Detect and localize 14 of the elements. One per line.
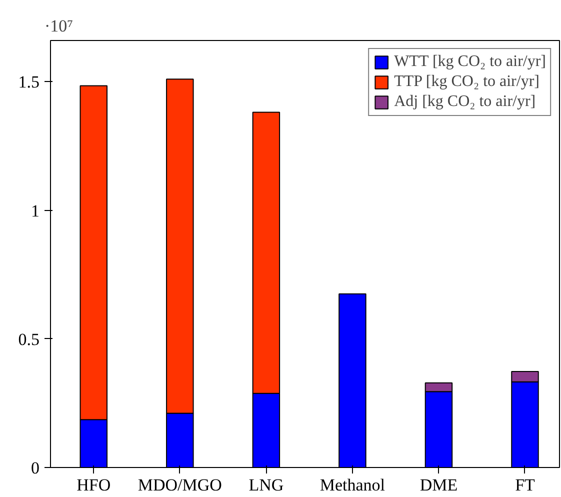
y-tick-label: 1.5 <box>18 72 40 92</box>
x-tick-label: LNG <box>248 476 284 494</box>
legend-label: WTT [kg CO₂ to air/yr] <box>394 53 546 71</box>
x-tick-label: DME <box>420 476 458 494</box>
legend-label: Adj [kg CO₂ to air/yr] <box>394 93 536 111</box>
x-tick-label: HFO <box>76 476 111 494</box>
x-tick-label: FT <box>515 476 536 494</box>
y-tick-label: 0.5 <box>18 330 40 349</box>
y-tick-label: 0 <box>31 458 40 478</box>
y-tick-label: 1 <box>31 201 40 220</box>
x-tick-label: MDO/MGO <box>138 476 222 494</box>
legend-label: TTP [kg CO₂ to air/yr] <box>394 73 540 91</box>
text: ·10⁷ <box>44 16 74 36</box>
x-tick-label: Methanol <box>320 476 386 494</box>
